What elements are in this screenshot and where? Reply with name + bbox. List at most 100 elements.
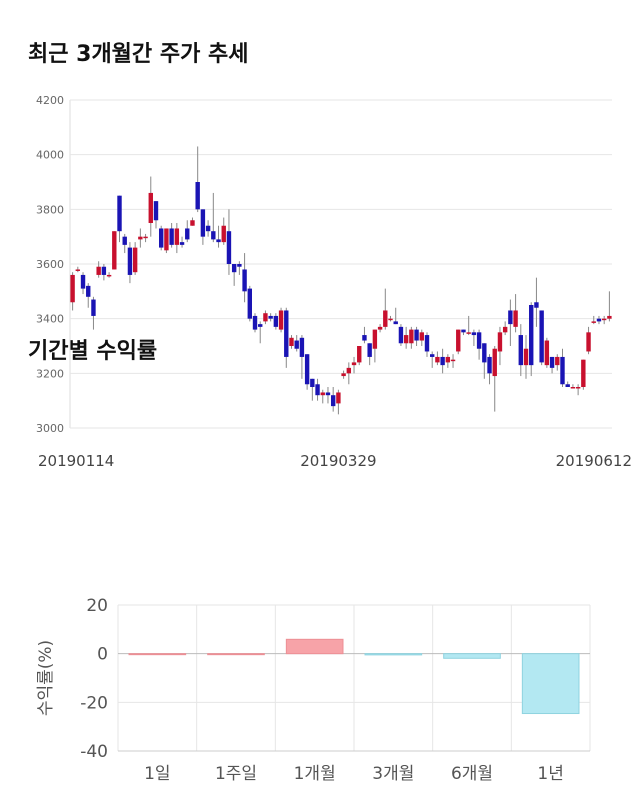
candle-body: [159, 228, 164, 248]
candle-body: [325, 392, 331, 396]
candle-body: [461, 329, 466, 333]
candle-body: [560, 356, 565, 385]
candle-body: [398, 326, 404, 344]
candle-body: [482, 343, 487, 363]
x-tick-label: 3개월: [372, 764, 414, 784]
candle-body: [596, 318, 602, 322]
candle-body: [86, 285, 91, 297]
candle-body: [294, 340, 299, 349]
returns-chart-title: 기간별 수익률: [28, 339, 158, 364]
candle-body: [258, 324, 263, 327]
price-chart-title: 최근 3개월간 주가 추세: [28, 42, 249, 67]
candle-body: [252, 315, 258, 330]
candle-body: [143, 236, 148, 239]
x-tick-label: 1개월: [294, 764, 336, 784]
candle-body: [263, 313, 268, 322]
candle-body: [153, 201, 159, 221]
candle-body: [101, 266, 107, 275]
candle-body: [440, 356, 445, 366]
candle-body: [315, 384, 320, 396]
candle-body: [221, 225, 226, 243]
candle-body: [549, 356, 555, 368]
candle-body: [132, 247, 138, 273]
candle-body: [75, 269, 81, 271]
candle-body: [205, 225, 211, 232]
candle-body: [174, 228, 180, 245]
candle-body: [466, 332, 471, 334]
candle-body: [351, 362, 357, 366]
x-tick-label: 20190612: [556, 452, 632, 470]
candle-body: [357, 346, 362, 363]
candle-body: [424, 335, 430, 352]
candle-body: [414, 329, 419, 341]
candle-body: [289, 337, 294, 346]
candle-body: [320, 392, 325, 396]
candle-body: [502, 326, 508, 333]
y-tick-label: 4200: [36, 94, 64, 107]
candle-body: [310, 378, 315, 387]
candle-body: [372, 329, 378, 349]
y-tick-label: 3400: [36, 313, 64, 326]
return-bar: [443, 653, 501, 659]
candle-body: [591, 321, 596, 323]
candle-body: [112, 231, 117, 270]
return-bar: [128, 653, 187, 656]
candle-body: [529, 305, 534, 366]
candle-body: [450, 359, 456, 362]
candle-body: [122, 236, 127, 245]
y-tick-label: 3000: [36, 422, 64, 435]
candle-body: [278, 310, 284, 330]
candle-body: [409, 329, 414, 344]
candle-body: [346, 367, 352, 374]
candle-body: [586, 332, 591, 352]
candle-body: [96, 266, 101, 275]
candle-body: [284, 310, 289, 357]
candle-body: [237, 264, 242, 267]
candle-body: [555, 356, 560, 366]
candle-body: [362, 335, 367, 341]
y-tick-label: 0: [97, 645, 108, 665]
candle-body: [476, 332, 482, 349]
candle-body: [456, 329, 461, 352]
candle-body: [91, 299, 96, 316]
candle-body: [508, 310, 513, 325]
candle-body: [367, 343, 372, 357]
candle-body: [518, 335, 523, 366]
candle-body: [383, 310, 388, 327]
candle-body: [377, 326, 383, 330]
y-tick-label: 3800: [36, 203, 64, 216]
candle-body: [430, 354, 435, 357]
y-tick-label: 20: [86, 596, 108, 616]
y-tick-label: 3200: [36, 367, 64, 380]
candle-body: [164, 228, 169, 251]
candle-body: [268, 315, 273, 319]
return-bar: [285, 638, 344, 655]
candle-body: [200, 209, 206, 237]
candle-body: [565, 384, 570, 387]
candle-body: [195, 182, 200, 210]
candle-body: [273, 315, 279, 327]
candle-body: [242, 269, 247, 292]
x-tick-label: 1일: [144, 764, 170, 784]
x-tick-label: 20190114: [38, 452, 114, 470]
candle-body: [487, 356, 492, 374]
candle-body: [492, 348, 497, 377]
candle-body: [393, 321, 398, 325]
candle-body: [471, 332, 477, 336]
candle-body: [601, 318, 607, 321]
candle-body: [336, 392, 341, 404]
candle-body: [435, 356, 440, 363]
candle-body: [117, 195, 122, 232]
x-tick-label: 1주일: [215, 764, 257, 784]
candle-body: [304, 354, 310, 385]
candle-body: [445, 356, 451, 363]
y-tick-label: -40: [80, 742, 108, 762]
candle-body: [388, 318, 393, 321]
candle-body: [581, 359, 586, 387]
candle-body: [299, 337, 305, 357]
candle-body: [106, 274, 112, 277]
candle-body: [80, 274, 86, 289]
candle-body: [185, 228, 190, 240]
candle-body: [231, 264, 237, 273]
candle-body: [403, 335, 409, 344]
